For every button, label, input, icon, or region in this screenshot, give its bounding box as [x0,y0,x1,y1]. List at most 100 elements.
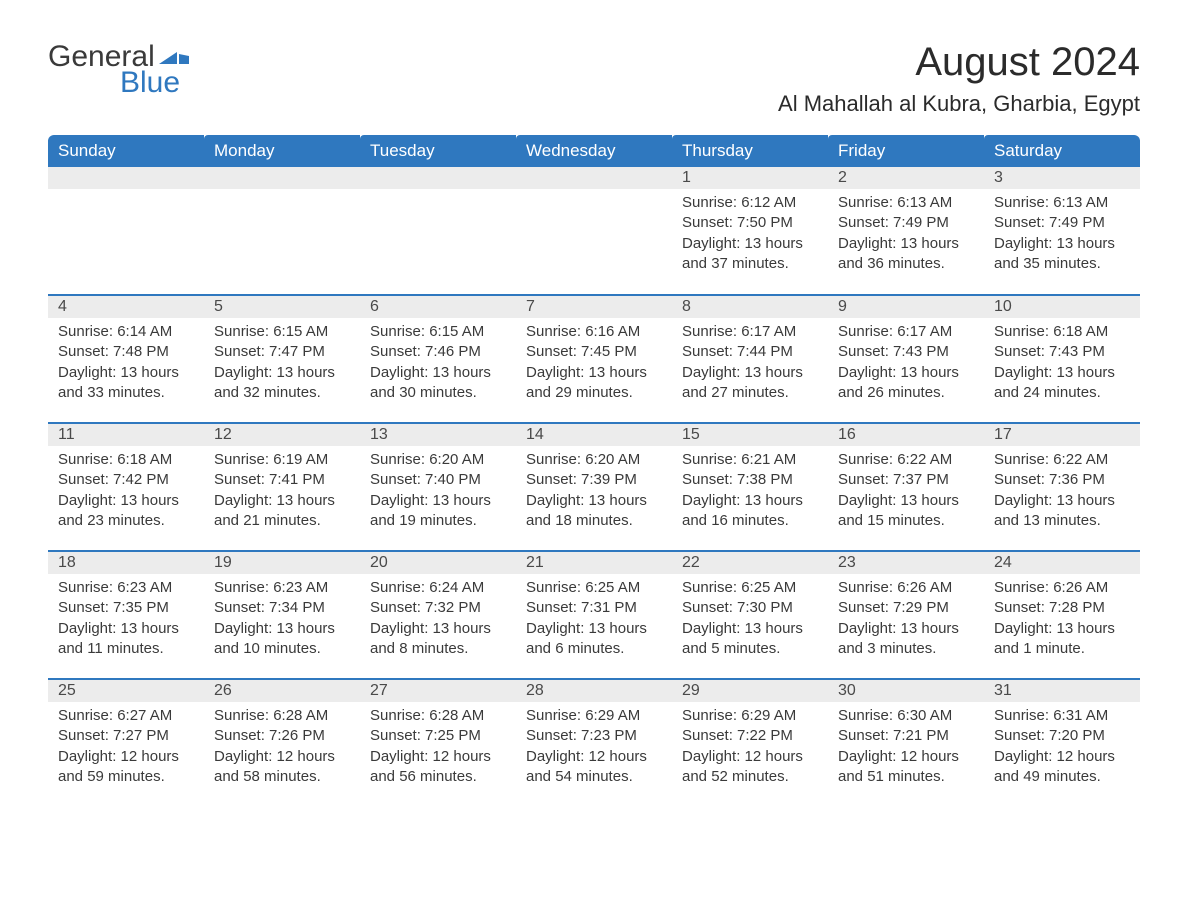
sunset-text: Sunset: 7:29 PM [838,598,974,618]
sunrise-text: Sunrise: 6:18 AM [58,450,194,470]
day-body: Sunrise: 6:13 AMSunset: 7:49 PMDaylight:… [828,189,984,284]
sunrise-text: Sunrise: 6:12 AM [682,193,818,213]
sunset-text: Sunset: 7:37 PM [838,470,974,490]
calendar-day-cell: 6Sunrise: 6:15 AMSunset: 7:46 PMDaylight… [360,295,516,423]
day-body: Sunrise: 6:16 AMSunset: 7:45 PMDaylight:… [516,318,672,413]
daylight-text: Daylight: 13 hours and 18 minutes. [526,491,662,532]
sunset-text: Sunset: 7:38 PM [682,470,818,490]
sunset-text: Sunset: 7:46 PM [370,342,506,362]
sunset-text: Sunset: 7:35 PM [58,598,194,618]
header: General Blue August 2024 Al Mahallah al … [48,40,1140,117]
sunrise-text: Sunrise: 6:13 AM [994,193,1130,213]
day-body: Sunrise: 6:20 AMSunset: 7:39 PMDaylight:… [516,446,672,541]
calendar-week-row: 11Sunrise: 6:18 AMSunset: 7:42 PMDayligh… [48,423,1140,551]
sunset-text: Sunset: 7:30 PM [682,598,818,618]
day-number: 29 [672,680,828,702]
day-body: Sunrise: 6:27 AMSunset: 7:27 PMDaylight:… [48,702,204,797]
day-number: 11 [48,424,204,446]
calendar-day-cell [204,167,360,295]
calendar-day-cell: 26Sunrise: 6:28 AMSunset: 7:26 PMDayligh… [204,679,360,807]
calendar-week-row: 18Sunrise: 6:23 AMSunset: 7:35 PMDayligh… [48,551,1140,679]
calendar-day-cell: 25Sunrise: 6:27 AMSunset: 7:27 PMDayligh… [48,679,204,807]
daylight-text: Daylight: 13 hours and 13 minutes. [994,491,1130,532]
sunrise-text: Sunrise: 6:17 AM [682,322,818,342]
sunset-text: Sunset: 7:26 PM [214,726,350,746]
weekday-header: Wednesday [516,135,672,167]
sunset-text: Sunset: 7:20 PM [994,726,1130,746]
calendar-day-cell: 11Sunrise: 6:18 AMSunset: 7:42 PMDayligh… [48,423,204,551]
day-body [516,189,672,203]
daylight-text: Daylight: 13 hours and 30 minutes. [370,363,506,404]
calendar-day-cell: 21Sunrise: 6:25 AMSunset: 7:31 PMDayligh… [516,551,672,679]
daylight-text: Daylight: 13 hours and 6 minutes. [526,619,662,660]
sunrise-text: Sunrise: 6:30 AM [838,706,974,726]
daylight-text: Daylight: 13 hours and 11 minutes. [58,619,194,660]
calendar-day-cell [360,167,516,295]
day-number [204,167,360,189]
day-body: Sunrise: 6:17 AMSunset: 7:44 PMDaylight:… [672,318,828,413]
calendar-day-cell: 5Sunrise: 6:15 AMSunset: 7:47 PMDaylight… [204,295,360,423]
day-body [48,189,204,203]
sunrise-text: Sunrise: 6:24 AM [370,578,506,598]
calendar-day-cell: 28Sunrise: 6:29 AMSunset: 7:23 PMDayligh… [516,679,672,807]
day-number [516,167,672,189]
sunset-text: Sunset: 7:32 PM [370,598,506,618]
sunset-text: Sunset: 7:31 PM [526,598,662,618]
sunrise-text: Sunrise: 6:16 AM [526,322,662,342]
day-number: 9 [828,296,984,318]
sunrise-text: Sunrise: 6:29 AM [682,706,818,726]
sunrise-text: Sunrise: 6:18 AM [994,322,1130,342]
sunrise-text: Sunrise: 6:31 AM [994,706,1130,726]
daylight-text: Daylight: 13 hours and 33 minutes. [58,363,194,404]
calendar-day-cell: 2Sunrise: 6:13 AMSunset: 7:49 PMDaylight… [828,167,984,295]
day-number: 15 [672,424,828,446]
calendar-day-cell: 16Sunrise: 6:22 AMSunset: 7:37 PMDayligh… [828,423,984,551]
day-number: 18 [48,552,204,574]
sunset-text: Sunset: 7:43 PM [994,342,1130,362]
logo-text-blue: Blue [120,66,180,100]
day-number: 14 [516,424,672,446]
sunset-text: Sunset: 7:42 PM [58,470,194,490]
sunset-text: Sunset: 7:50 PM [682,213,818,233]
sunrise-text: Sunrise: 6:29 AM [526,706,662,726]
calendar-day-cell: 7Sunrise: 6:16 AMSunset: 7:45 PMDaylight… [516,295,672,423]
day-body: Sunrise: 6:28 AMSunset: 7:25 PMDaylight:… [360,702,516,797]
sunrise-text: Sunrise: 6:14 AM [58,322,194,342]
day-number: 16 [828,424,984,446]
calendar-day-cell: 17Sunrise: 6:22 AMSunset: 7:36 PMDayligh… [984,423,1140,551]
day-number: 12 [204,424,360,446]
day-body: Sunrise: 6:31 AMSunset: 7:20 PMDaylight:… [984,702,1140,797]
day-body: Sunrise: 6:28 AMSunset: 7:26 PMDaylight:… [204,702,360,797]
sunrise-text: Sunrise: 6:25 AM [526,578,662,598]
day-body: Sunrise: 6:24 AMSunset: 7:32 PMDaylight:… [360,574,516,669]
sunset-text: Sunset: 7:43 PM [838,342,974,362]
calendar-day-cell: 22Sunrise: 6:25 AMSunset: 7:30 PMDayligh… [672,551,828,679]
day-body: Sunrise: 6:26 AMSunset: 7:28 PMDaylight:… [984,574,1140,669]
day-body: Sunrise: 6:12 AMSunset: 7:50 PMDaylight:… [672,189,828,284]
calendar-day-cell: 10Sunrise: 6:18 AMSunset: 7:43 PMDayligh… [984,295,1140,423]
calendar-day-cell: 9Sunrise: 6:17 AMSunset: 7:43 PMDaylight… [828,295,984,423]
daylight-text: Daylight: 13 hours and 29 minutes. [526,363,662,404]
sunset-text: Sunset: 7:22 PM [682,726,818,746]
day-number: 25 [48,680,204,702]
sunrise-text: Sunrise: 6:25 AM [682,578,818,598]
daylight-text: Daylight: 13 hours and 36 minutes. [838,234,974,275]
day-body: Sunrise: 6:20 AMSunset: 7:40 PMDaylight:… [360,446,516,541]
calendar-day-cell: 4Sunrise: 6:14 AMSunset: 7:48 PMDaylight… [48,295,204,423]
daylight-text: Daylight: 13 hours and 8 minutes. [370,619,506,660]
sunrise-text: Sunrise: 6:27 AM [58,706,194,726]
daylight-text: Daylight: 12 hours and 49 minutes. [994,747,1130,788]
calendar-day-cell: 27Sunrise: 6:28 AMSunset: 7:25 PMDayligh… [360,679,516,807]
sunset-text: Sunset: 7:45 PM [526,342,662,362]
day-number [48,167,204,189]
daylight-text: Daylight: 13 hours and 26 minutes. [838,363,974,404]
calendar-day-cell: 23Sunrise: 6:26 AMSunset: 7:29 PMDayligh… [828,551,984,679]
day-number: 3 [984,167,1140,189]
day-body: Sunrise: 6:13 AMSunset: 7:49 PMDaylight:… [984,189,1140,284]
day-body: Sunrise: 6:18 AMSunset: 7:42 PMDaylight:… [48,446,204,541]
daylight-text: Daylight: 13 hours and 21 minutes. [214,491,350,532]
calendar-day-cell: 14Sunrise: 6:20 AMSunset: 7:39 PMDayligh… [516,423,672,551]
weekday-header: Friday [828,135,984,167]
sunrise-text: Sunrise: 6:19 AM [214,450,350,470]
day-body: Sunrise: 6:23 AMSunset: 7:35 PMDaylight:… [48,574,204,669]
